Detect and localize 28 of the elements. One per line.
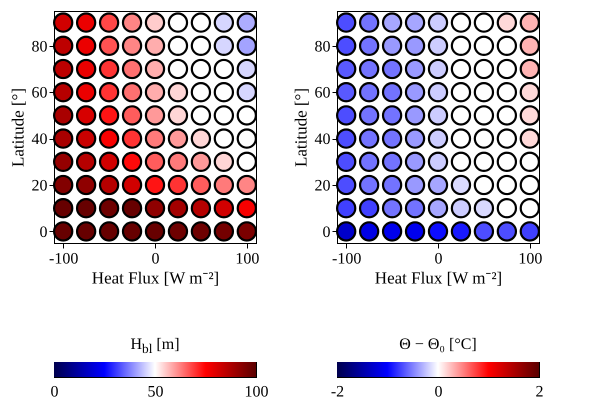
x-tick-label: 0 bbox=[152, 250, 160, 268]
color-bar-label: 2 bbox=[536, 384, 544, 400]
color-bar-label: 0 bbox=[50, 384, 58, 400]
y-tick-label: 40 bbox=[314, 131, 330, 148]
color-bar-title: Θ − Θ₀ [°C] bbox=[399, 336, 477, 354]
x-axis-title: Heat Flux [W m⁻²] bbox=[92, 268, 220, 288]
y-tick-label: 80 bbox=[314, 38, 330, 56]
x-tick-label: -100 bbox=[332, 250, 362, 268]
y-tick-label: 0 bbox=[40, 224, 48, 241]
x-tick-label: 100 bbox=[518, 250, 542, 268]
x-tick-label: 0 bbox=[434, 250, 442, 268]
y-tick-label: 60 bbox=[314, 84, 330, 102]
y-tick-label: 20 bbox=[314, 178, 330, 194]
color-bar-label: 50 bbox=[148, 384, 164, 400]
y-axis-title: Latitude [°] bbox=[8, 88, 28, 168]
x-tick-label: -100 bbox=[49, 250, 78, 268]
y-tick-label: 40 bbox=[32, 131, 48, 148]
y-tick-label: 80 bbox=[32, 38, 48, 56]
y-tick-label: 0 bbox=[322, 224, 330, 241]
color-bar-label: 0 bbox=[434, 384, 442, 400]
color-bar-label: 100 bbox=[244, 384, 268, 400]
x-axis-title: Heat Flux [W m⁻²] bbox=[374, 268, 502, 288]
y-axis-title: Latitude [°] bbox=[292, 88, 310, 168]
color-bar-title: H$_{bl}$ [m] bbox=[130, 336, 180, 358]
y-tick-label: 60 bbox=[32, 84, 48, 102]
x-tick-label: 100 bbox=[235, 250, 260, 268]
color-bar-label: -2 bbox=[330, 384, 344, 400]
y-tick-label: 20 bbox=[32, 178, 48, 194]
